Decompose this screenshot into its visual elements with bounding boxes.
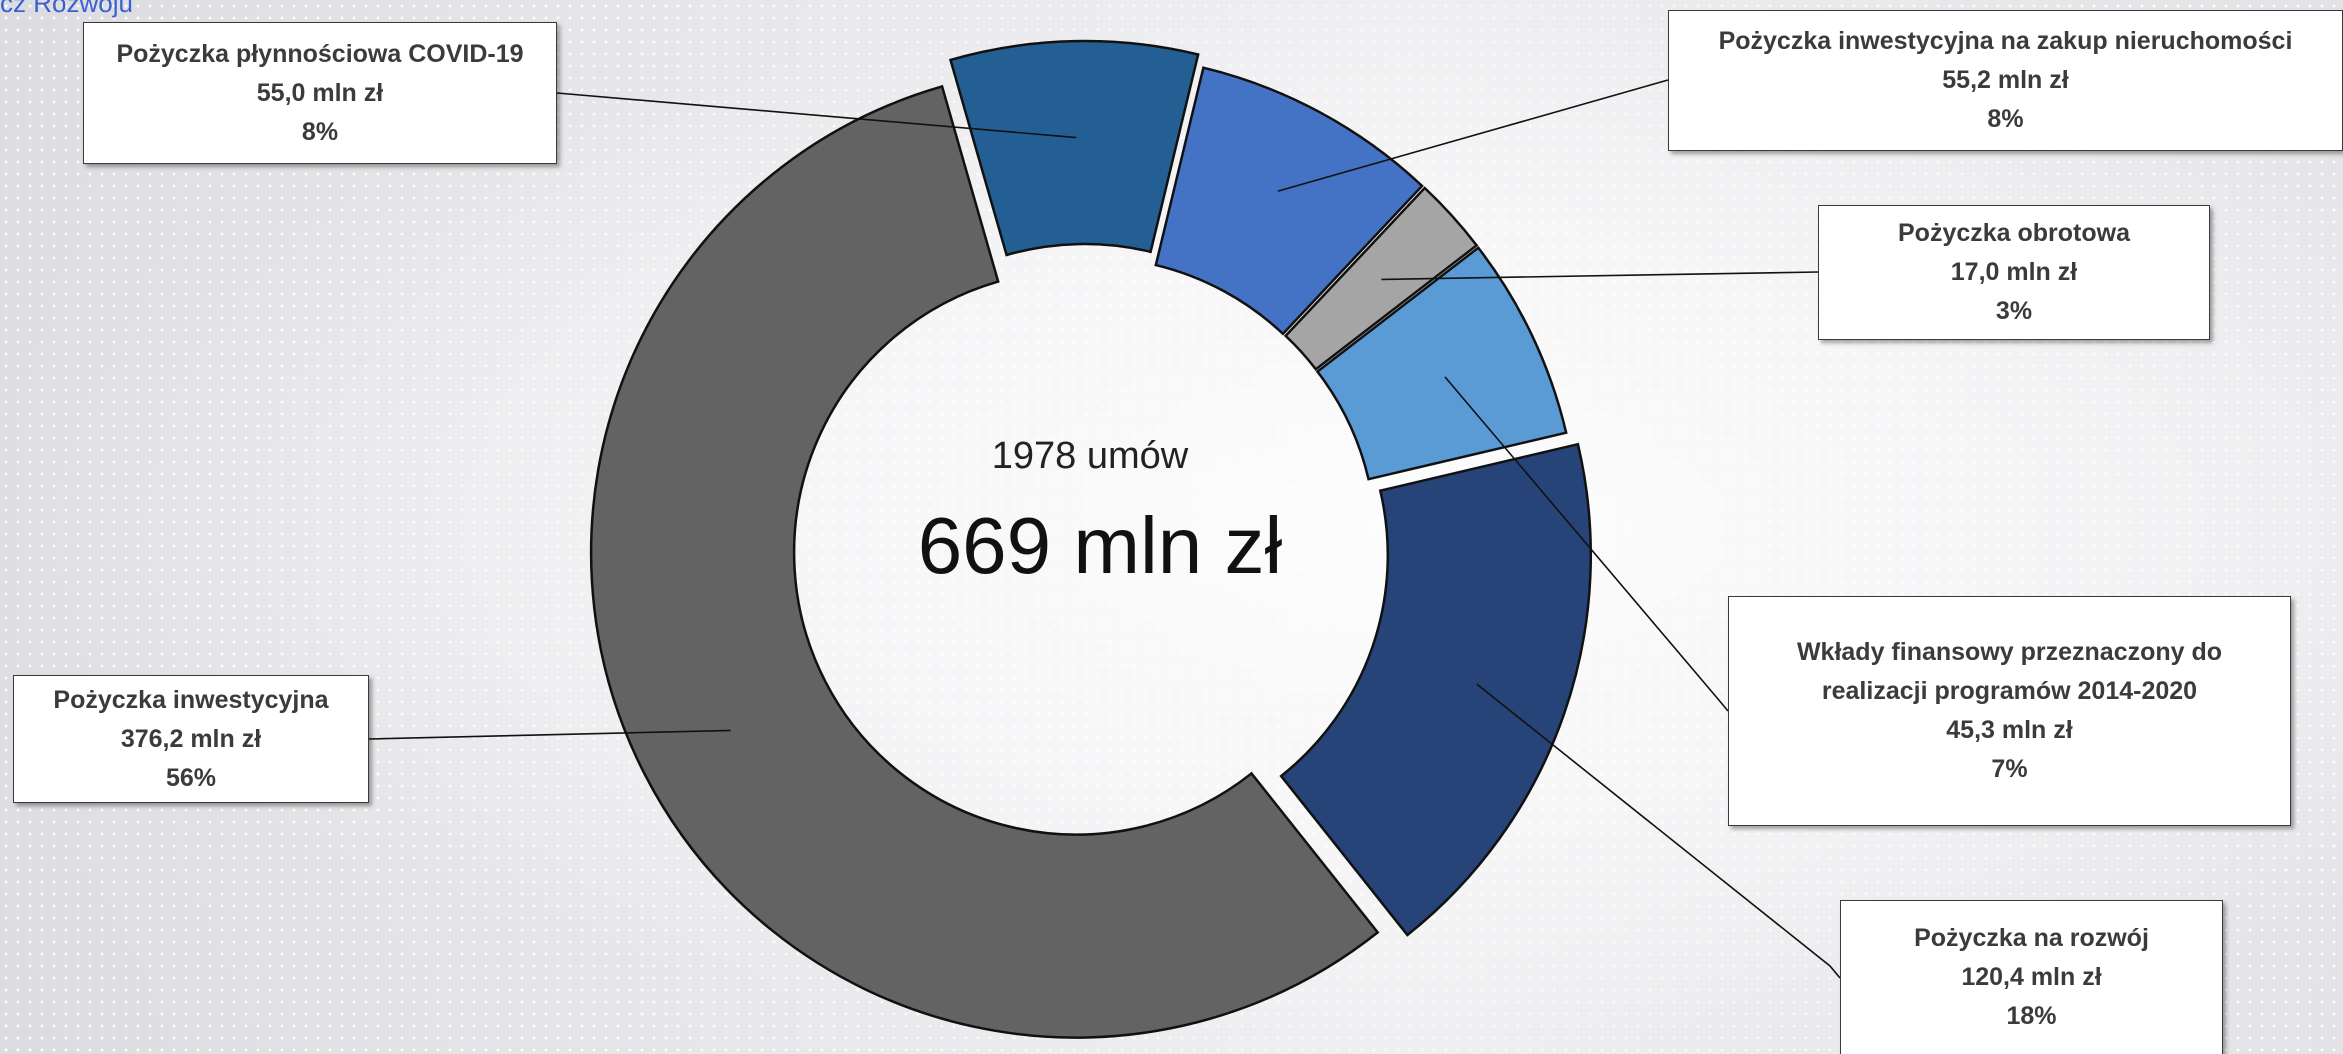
leader-line-5 xyxy=(368,729,731,740)
leader-line-0 xyxy=(556,92,1077,139)
leader-line-4 xyxy=(1476,683,1841,979)
slice-2 xyxy=(1283,186,1479,371)
label-rozwoj: Pożyczka na rozwój 120,4 mln zł 18% xyxy=(1840,900,2223,1054)
label-wklady: Wkłady finansowy przeznaczony do realiza… xyxy=(1728,596,2291,826)
label-obrotowa-name: Pożyczka obrotowa xyxy=(1898,219,2130,247)
slice-1 xyxy=(1154,66,1424,336)
label-inwestycyjna-percent: 56% xyxy=(165,763,217,792)
slice-4 xyxy=(1279,442,1593,937)
label-wklady-name-line2: realizacji programów 2014-2020 xyxy=(1821,677,2198,705)
label-inwestycyjna-name: Pożyczka inwestycyjna xyxy=(53,685,329,714)
label-nieruchomosci-percent: 8% xyxy=(1987,105,2024,133)
slice-3 xyxy=(1315,246,1568,481)
slice-5 xyxy=(589,84,1380,1039)
label-obrotowa: Pożyczka obrotowa 17,0 mln zł 3% xyxy=(1818,205,2210,340)
total-amount: 669 mln zł xyxy=(917,501,1283,590)
leader-line-3 xyxy=(1444,376,1729,712)
label-inwestycyjna-value: 376,2 mln zł xyxy=(120,724,262,753)
label-obrotowa-percent: 3% xyxy=(1995,297,2033,325)
label-covid-percent: 8% xyxy=(301,117,339,146)
contract-count: 1978 umów xyxy=(991,435,1189,477)
label-covid-value: 55,0 mln zł xyxy=(256,78,384,107)
label-rozwoj-percent: 18% xyxy=(2006,1002,2057,1030)
label-rozwoj-name: Pożyczka na rozwój xyxy=(1914,924,2149,952)
label-wklady-value: 45,3 mln zł xyxy=(1946,716,2073,744)
leader-lines xyxy=(368,79,1841,979)
label-obrotowa-value: 17,0 mln zł xyxy=(1950,258,2078,286)
label-covid: Pożyczka płynnościowa COVID-19 55,0 mln … xyxy=(83,22,557,164)
label-inwestycyjna: Pożyczka inwestycyjna 376,2 mln zł 56% xyxy=(13,675,369,803)
label-wklady-percent: 7% xyxy=(1991,755,2028,783)
leader-line-2 xyxy=(1381,271,1819,281)
label-rozwoj-value: 120,4 mln zł xyxy=(1961,963,2102,991)
leader-line-1 xyxy=(1277,79,1669,192)
header-link[interactable]: cz Rozwoju xyxy=(0,0,133,18)
slice-0 xyxy=(948,39,1200,257)
donut-slices xyxy=(589,39,1593,1039)
label-nieruchomosci-value: 55,2 mln zł xyxy=(1942,66,2069,94)
label-nieruchomosci-name: Pożyczka inwestycyjna na zakup nieruchom… xyxy=(1718,27,2293,55)
label-wklady-name-line1: Wkłady finansowy przeznaczony do xyxy=(1796,638,2223,666)
label-covid-name: Pożyczka płynnościowa COVID-19 xyxy=(116,39,524,68)
label-nieruchomosci: Pożyczka inwestycyjna na zakup nieruchom… xyxy=(1668,10,2343,151)
